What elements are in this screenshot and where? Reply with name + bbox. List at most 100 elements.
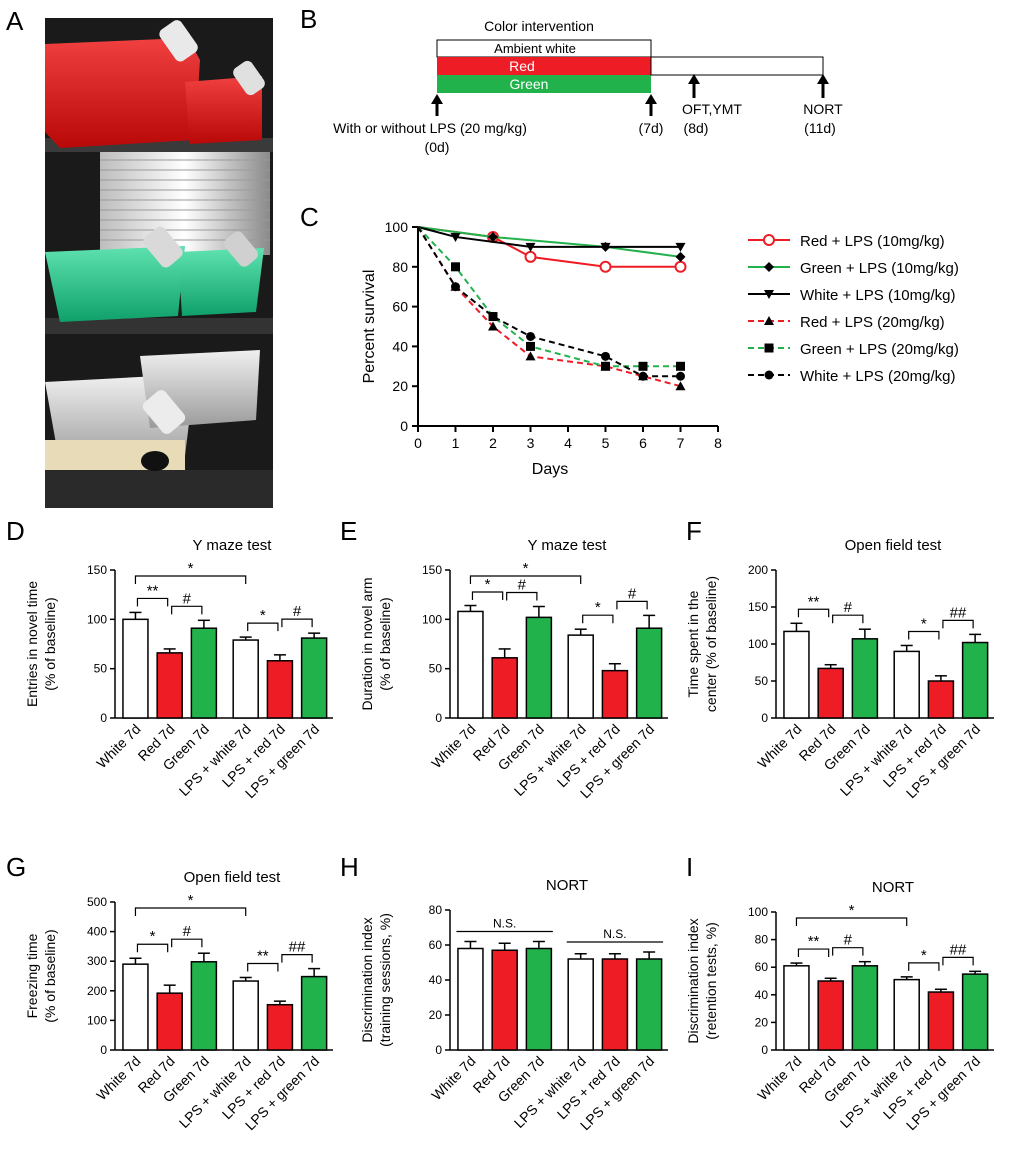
data-point [526,341,535,351]
y-tick-label: 100 [748,905,768,919]
bar [601,958,629,1051]
bar [817,980,844,1051]
y-axis-label-line1: Discrimination index [359,917,375,1042]
significance-label: * [188,892,194,909]
bar [156,652,183,719]
chart-title: Y maze test [528,537,608,554]
bar [961,641,989,719]
series-3 [417,226,686,252]
data-point [601,361,610,371]
bar [457,610,484,719]
panel-letter-i: I [686,852,693,882]
panel-d-bar-chart: Y maze test 0 50 100 150 Entries in novel tim… [24,537,333,801]
bar [601,669,629,719]
significance-bracket [171,605,203,615]
bar [525,616,553,719]
bar [893,978,920,1051]
chart-title: Open field test [845,537,943,554]
bar [232,639,259,719]
significance-label: # [183,590,192,607]
significance-label: # [518,577,527,594]
data-point [525,242,536,252]
data-point [764,370,774,380]
x-tick-label: 2 [489,435,497,451]
bar [635,958,663,1051]
panel-c-survival-chart: 0 20 40 60 80 100 0 1 2 3 4 5 6 7 8 Days Percent surviva… [361,219,959,478]
y-tick-label: 50 [755,674,769,688]
series-line [417,226,681,378]
data-point [488,321,498,331]
bar [266,660,294,719]
y-tick-label: 60 [392,299,408,315]
y-tick-label: 0 [761,1043,768,1057]
panel-letter-g: G [6,852,26,882]
y-tick-label: 80 [755,933,769,947]
data-point [524,250,537,263]
y-axis-label-line1: Duration in novel arm [359,577,375,710]
x-tick-label: White 7d [754,1053,804,1103]
y-tick-label: 150 [422,563,442,577]
x-tick-label: 8 [714,435,722,451]
significance-label: * [188,560,194,577]
bar [851,965,879,1051]
panel-a-photo [45,18,273,508]
data-point [764,316,774,325]
data-point [526,331,535,341]
significance-bracket [832,947,864,956]
y-tick-label: 20 [429,1008,443,1022]
timeline-bar-red [437,57,651,75]
y-tick-label: 100 [748,637,768,651]
y-tick-label: 400 [87,925,107,939]
bar [525,947,553,1051]
bar [567,958,594,1051]
significance-bracket [281,953,313,963]
y-tick-label: 40 [429,973,443,987]
data-point [525,351,536,361]
y-tick-label: 0 [761,711,768,725]
photo-green-cage-1 [45,246,185,322]
data-point [488,312,498,322]
timeline-event-8d-line2: (8d) [684,120,709,136]
data-point [764,290,774,299]
significance-label: * [523,560,529,577]
y-tick-label: 150 [87,563,107,577]
photo-red-cage-1 [45,38,200,148]
significance-label: * [485,576,491,593]
y-tick-label: 20 [755,1015,769,1029]
significance-label: * [150,928,156,945]
significance-bracket [136,943,169,953]
bar [300,637,328,719]
significance-label: * [595,599,601,616]
panel-letter-f: F [686,516,702,546]
bar [927,991,955,1051]
data-point [675,251,686,262]
significance-label: N.S. [493,917,516,931]
significance-label: ** [808,933,820,950]
timeline-bar-green-label: Green [510,76,549,92]
timeline-event-7d: (7d) [639,120,664,136]
data-point [488,231,498,242]
significance-bracket [136,597,169,607]
significance-bracket [134,575,247,584]
significance-label: * [921,947,927,964]
bar [190,961,218,1051]
series-2 [417,226,686,262]
significance-bracket [616,600,648,610]
y-axis-label-line2: (training sessions, %) [377,913,393,1047]
data-point [451,282,460,292]
significance-label: N.S. [603,927,626,941]
significance-bracket [171,938,203,948]
data-point [601,351,610,361]
y-tick-label: 200 [748,563,768,577]
panel-g-bar-chart: Open field test 0 100 200 300 400 500 Freezing … [24,869,333,1133]
data-point [600,242,611,252]
timeline-arrow-8d [688,74,700,98]
legend-label: Green + LPS (10mg/kg) [800,260,959,277]
data-point [764,262,774,272]
y-tick-label: 500 [87,895,107,909]
significance-bracket [247,962,279,972]
significance-bracket [797,948,830,958]
bar [491,657,518,719]
x-tick-label: 1 [452,435,460,451]
timeline-bar-ambient-label: Ambient white [494,41,576,56]
